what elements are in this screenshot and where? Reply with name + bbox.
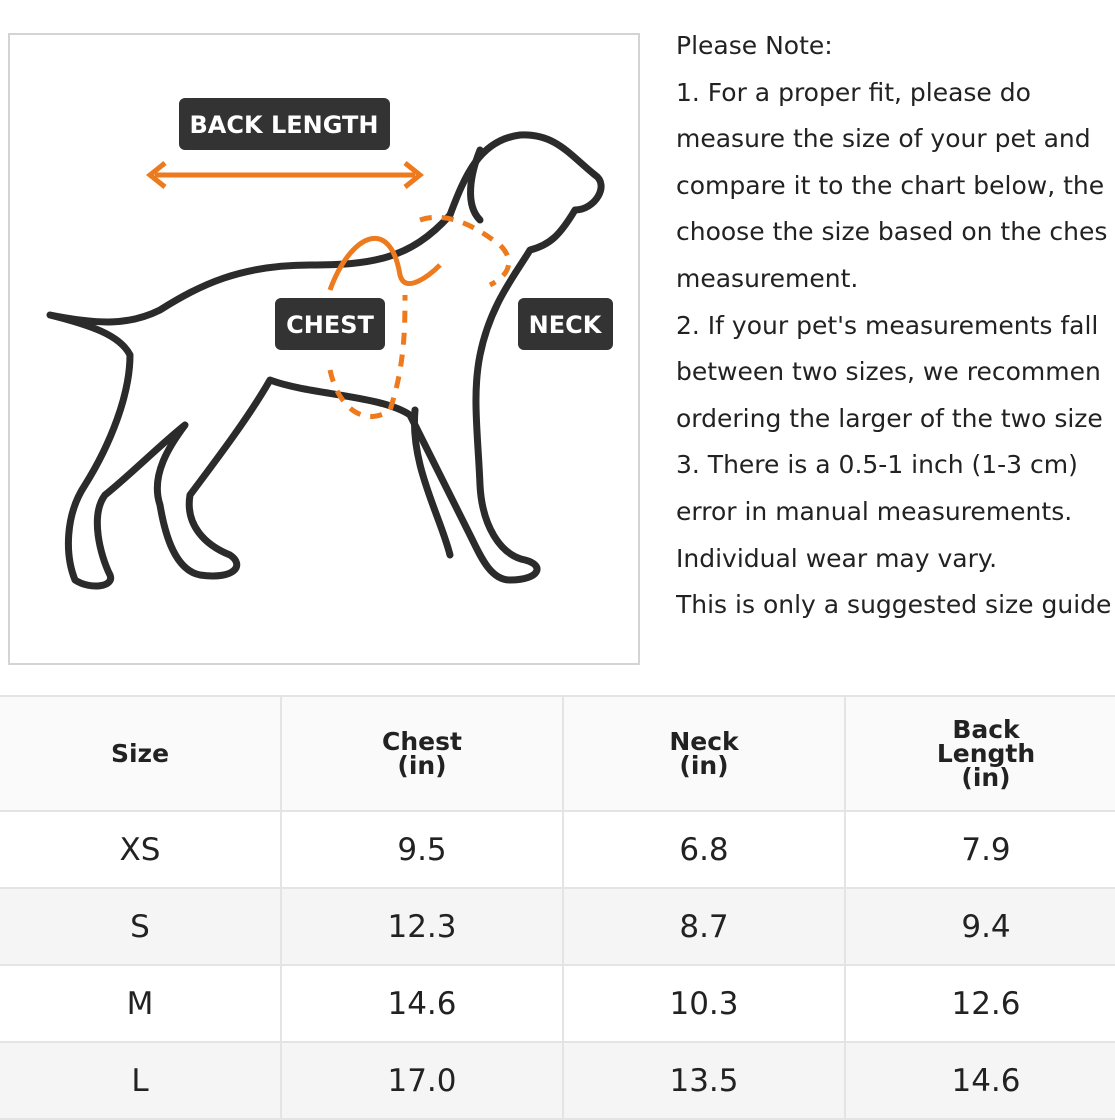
- header-cell: Chest (in): [280, 695, 564, 812]
- note-line: between two sizes, we recommen: [676, 357, 1101, 387]
- note-line: Please Note:: [676, 31, 833, 60]
- table-cell: 14.6: [280, 964, 564, 1043]
- chest-label: CHEST: [286, 311, 374, 339]
- note-line: This is only a suggested size guide: [676, 590, 1112, 620]
- table-row: M 14.6 10.3 12.6: [0, 964, 1115, 1043]
- table-cell: 9.5: [280, 810, 564, 889]
- header-cell: Size: [0, 695, 282, 812]
- table-cell: 13.5: [562, 1041, 846, 1120]
- table-cell: 10.3: [562, 964, 846, 1043]
- note-line: measurement.: [676, 263, 859, 293]
- tag-box: [518, 298, 613, 350]
- note-line: Individual wear may vary.: [676, 543, 998, 573]
- table-row: S 12.3 8.7 9.4: [0, 887, 1115, 966]
- note-line: measure the size of your pet and: [676, 124, 1091, 154]
- note-line: error in manual measurements.: [676, 496, 1073, 526]
- table-cell: 12.6: [844, 964, 1115, 1043]
- table-cell: L: [0, 1041, 282, 1120]
- tag-box: [179, 98, 390, 150]
- table-cell: 12.3: [280, 887, 564, 966]
- table-cell: 7.9: [844, 810, 1115, 889]
- note-line: ordering the larger of the two size: [676, 403, 1103, 433]
- table-cell: S: [0, 887, 282, 966]
- table-cell: 6.8: [562, 810, 846, 889]
- note-line: compare it to the chart below, the: [676, 170, 1105, 200]
- size-table: Size Chest (in) Neck (in) Back Length (in) …: [0, 695, 1115, 1120]
- neck-label: NECK: [529, 311, 603, 339]
- back-length-label: BACK LENGTH: [190, 111, 379, 139]
- table-row: XS 9.5 6.8 7.9: [0, 810, 1115, 889]
- header-cell: Back Length (in): [844, 695, 1115, 812]
- dog-diagram: BACK LENGTH CHEST NECK: [8, 33, 640, 665]
- table-cell: XS: [0, 810, 282, 889]
- notes: Please Note: 1. For a proper fit, please …: [676, 28, 1115, 634]
- table-cell: 8.7: [562, 887, 846, 966]
- note-line: 3. There is a 0.5-1 inch (1-3 cm): [676, 450, 1078, 480]
- table-cell: 9.4: [844, 887, 1115, 966]
- header-row: Size Chest (in) Neck (in) Back Length (in): [0, 695, 1115, 812]
- diagram-art: BACK LENGTH CHEST NECK: [46, 98, 613, 590]
- note-line: 2. If your pet's measurements fall: [676, 310, 1099, 340]
- note-line: 1. For a proper fit, please do: [676, 77, 1031, 107]
- table-cell: 14.6: [844, 1041, 1115, 1120]
- table-row: L 17.0 13.5 14.6: [0, 1041, 1115, 1120]
- note-line: choose the size based on the ches: [676, 217, 1108, 247]
- table-cell: M: [0, 964, 282, 1043]
- tag-box: [275, 298, 385, 350]
- header-cell: Neck (in): [562, 695, 846, 812]
- table-cell: 17.0: [280, 1041, 564, 1120]
